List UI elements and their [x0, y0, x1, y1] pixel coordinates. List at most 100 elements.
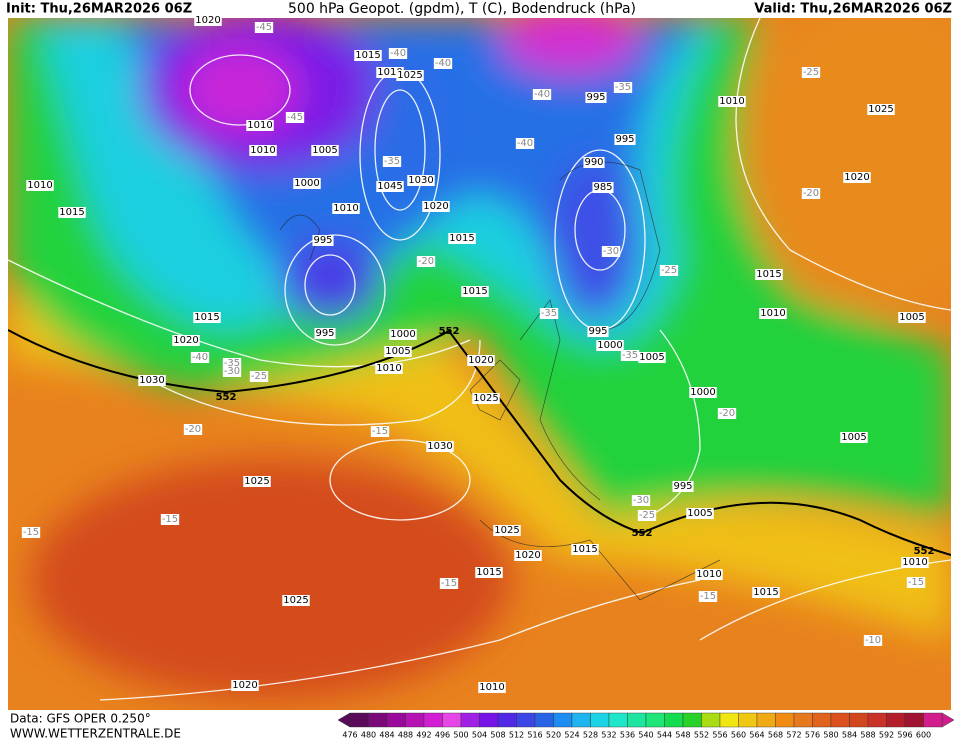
colorbar-swatch: [442, 712, 462, 728]
temperature-label-box: [388, 48, 408, 59]
colorbar-label: 488: [398, 731, 413, 740]
isobar-label: 1010: [247, 120, 272, 131]
isobar-label-box: [514, 550, 542, 561]
temperature-label: -20: [719, 408, 735, 419]
temperature-label-box: [370, 426, 390, 437]
colorbar-label: 508: [490, 731, 505, 740]
colorbar-label: 596: [897, 731, 912, 740]
colorbar-swatch: [627, 712, 647, 728]
isobar-label: 1000: [390, 329, 415, 340]
isobar-label: 1000: [597, 340, 622, 351]
colorbar-label: 504: [472, 731, 487, 740]
isobar-label-box: [354, 50, 382, 61]
isobar-label-box: [695, 569, 723, 580]
isobar-label-box: [461, 286, 489, 297]
colorbar-label: 600: [916, 731, 931, 740]
isobar-label-box: [194, 15, 222, 26]
colorbar-swatch: [405, 712, 425, 728]
isobar-label: 1005: [841, 432, 866, 443]
temperature-label: -15: [372, 426, 388, 437]
temperature-label: -25: [639, 510, 655, 521]
colorbar-label: 492: [416, 731, 431, 740]
temperature-label-box: [382, 156, 402, 167]
temperature-label: -25: [661, 265, 677, 276]
colorbar-swatch: [886, 712, 906, 728]
isobar-label: 1025: [868, 104, 893, 115]
colorbar-label: 564: [749, 731, 764, 740]
temperature-label: -15: [441, 578, 457, 589]
colorbar-swatch: [571, 712, 591, 728]
temperature-label: -40: [390, 48, 406, 59]
map-title: 500 hPa Geopot. (gpdm), T (C), Bodendruc…: [288, 1, 636, 17]
temperature-label-box: [21, 527, 41, 538]
temperature-label: -20: [418, 256, 434, 267]
isobar-label-box: [638, 352, 666, 363]
colorbar-swatch: [793, 712, 813, 728]
temperature-label-box: [659, 265, 679, 276]
isobar-label: 1015: [355, 50, 380, 61]
isobar-label-box: [332, 203, 360, 214]
colorbar-swatch: [645, 712, 665, 728]
geopotential-label: 552: [914, 546, 935, 557]
colorbar-label: 568: [768, 731, 783, 740]
colorbar-label: 484: [379, 731, 394, 740]
temperature-label: -45: [287, 112, 303, 123]
isobar-label-box: [596, 340, 624, 351]
isobar-label-box: [755, 269, 783, 280]
colorbar-swatch: [775, 712, 795, 728]
temperature-label-box: [801, 188, 821, 199]
temperature-label-box: [717, 408, 737, 419]
colorbar-swatch: [479, 712, 499, 728]
temperature-label: -45: [256, 22, 272, 33]
isobar-label-box: [614, 134, 636, 145]
temperature-label: -15: [700, 591, 716, 602]
isobar-label-box: [752, 587, 780, 598]
temperature-label: -35: [622, 350, 638, 361]
temperature-label-box: [601, 246, 621, 257]
colorbar-swatch: [664, 712, 684, 728]
colorbar-label: 556: [712, 731, 727, 740]
isobar-label-box: [376, 181, 404, 192]
isobar-label: 1015: [59, 207, 84, 218]
isobar-label: 1005: [639, 352, 664, 363]
temperature-label-box: [222, 358, 242, 369]
temperature-label-box: [433, 58, 453, 69]
colorbar-label: 524: [564, 731, 579, 740]
isobar-label: 995: [313, 235, 332, 246]
temperature-label: -30: [633, 495, 649, 506]
isobar-label: 1030: [139, 375, 164, 386]
colorbar-label: 480: [361, 731, 376, 740]
isobar-label: 995: [588, 326, 607, 337]
isobar-label: 1045: [377, 181, 402, 192]
temperature-label-box: [160, 514, 180, 525]
isobar-label-box: [422, 201, 450, 212]
colorbar-swatch: [867, 712, 887, 728]
temperature-label-box: [416, 256, 436, 267]
isobar-label: 985: [593, 182, 612, 193]
data-source: Data: GFS OPER 0.250°: [10, 712, 151, 726]
isobar-label-box: [407, 175, 435, 186]
colorbar-label: 580: [823, 731, 838, 740]
temperature-label-box: [285, 112, 305, 123]
isobar-label-box: [389, 329, 417, 340]
isobar-label: 1015: [476, 567, 501, 578]
isobar-label-box: [686, 508, 714, 519]
temperature-label-box: [906, 577, 926, 588]
isobar-label-box: [583, 157, 605, 168]
temperature-label: -35: [224, 358, 240, 369]
temperature-label: -30: [603, 246, 619, 257]
isobar-label: 1020: [232, 680, 257, 691]
isobar-label-box: [282, 595, 310, 606]
isobar-label-box: [718, 96, 746, 107]
temperature-label: -20: [185, 424, 201, 435]
isobar-label: 1020: [173, 335, 198, 346]
isobar-label-box: [475, 567, 503, 578]
isobar-label: 995: [673, 481, 692, 492]
temperature-label: -10: [865, 635, 881, 646]
isobar-label-box: [843, 172, 871, 183]
isobar-label: 1020: [195, 15, 220, 26]
colorbar-label: 476: [342, 731, 357, 740]
colorbar-swatch: [423, 712, 443, 728]
colorbar-swatch: [849, 712, 869, 728]
